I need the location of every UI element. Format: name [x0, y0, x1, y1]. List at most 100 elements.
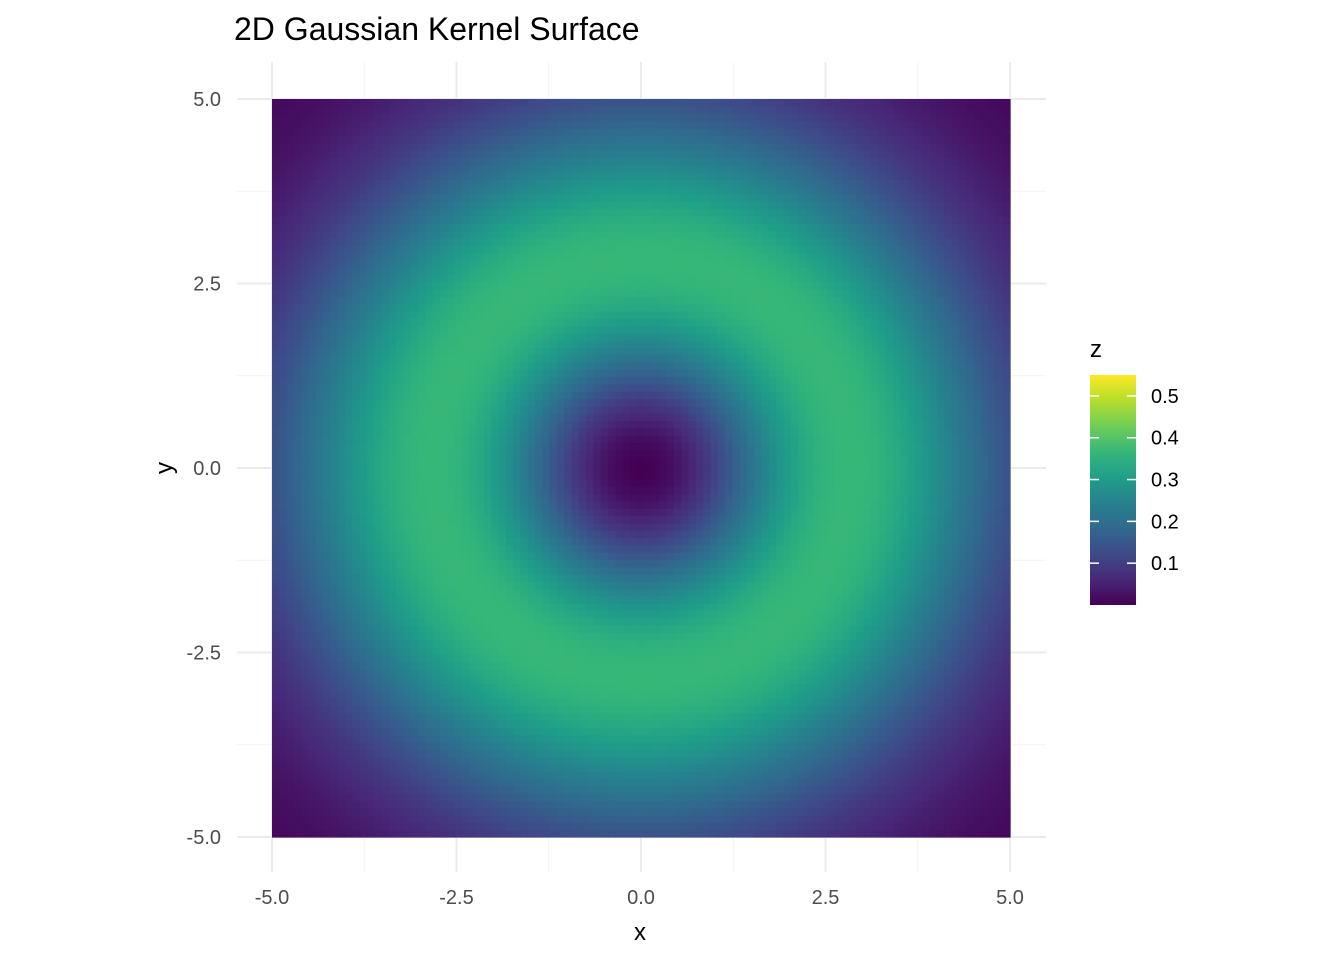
heatmap-cell: [717, 756, 726, 765]
heatmap-cell: [798, 676, 807, 685]
heatmap-cell: [812, 815, 821, 823]
heatmap-cell: [366, 522, 375, 531]
heatmap-cell: [454, 742, 463, 750]
heatmap-cell: [425, 537, 434, 546]
heatmap-cell: [725, 508, 733, 517]
heatmap-cell: [330, 559, 339, 568]
heatmap-cell: [703, 537, 712, 546]
heatmap-cell: [549, 544, 558, 553]
heatmap-cell: [717, 800, 726, 809]
heatmap-cell: [820, 537, 828, 546]
heatmap-cell: [688, 603, 697, 612]
heatmap-cell: [469, 771, 478, 780]
heatmap-cell: [586, 800, 595, 809]
heatmap-cell: [330, 749, 339, 758]
heatmap-cell: [366, 829, 375, 838]
heatmap-cell: [279, 654, 288, 663]
heatmap-cell: [681, 647, 690, 655]
heatmap-cell: [615, 822, 624, 831]
heatmap-cell: [498, 698, 507, 707]
heatmap-cell: [564, 785, 573, 794]
heatmap-cell: [593, 727, 602, 736]
heatmap-cell: [929, 493, 938, 502]
heatmap-cell: [688, 595, 697, 604]
heatmap-cell: [768, 756, 777, 765]
heatmap-cell: [447, 815, 456, 823]
heatmap-cell: [454, 756, 463, 765]
heatmap-cell: [834, 807, 843, 816]
heatmap-cell: [608, 668, 617, 677]
heatmap-cell: [936, 537, 945, 546]
heatmap-cell: [359, 617, 368, 626]
heatmap-cell: [893, 522, 901, 531]
heatmap-cell: [944, 668, 953, 677]
heatmap-cell: [418, 712, 427, 721]
heatmap-cell: [973, 625, 982, 634]
heatmap-cell: [798, 720, 807, 728]
heatmap-cell: [293, 603, 302, 612]
heatmap-cell: [754, 639, 763, 648]
heatmap-cell: [980, 712, 989, 721]
heatmap-cell: [659, 793, 668, 802]
heatmap-cell: [330, 720, 339, 728]
heatmap-cell: [330, 661, 339, 670]
heatmap-cell: [374, 763, 383, 772]
heatmap-cell: [630, 778, 638, 787]
heatmap-cell: [812, 727, 821, 736]
heatmap-cell: [461, 581, 470, 590]
heatmap-cell: [958, 595, 967, 604]
heatmap-cell: [593, 734, 602, 743]
heatmap-cell: [388, 559, 397, 568]
heatmap-cell: [272, 573, 280, 582]
heatmap-cell: [418, 720, 427, 728]
heatmap-cell: [622, 676, 631, 685]
heatmap-cell: [293, 522, 302, 531]
heatmap-cell: [418, 690, 427, 699]
heatmap-cell: [513, 756, 522, 765]
heatmap-cell: [272, 515, 280, 524]
heatmap-cell: [651, 617, 660, 626]
heatmap-cell: [608, 515, 617, 524]
heatmap-cell: [936, 807, 945, 816]
heatmap-cell: [900, 617, 909, 626]
heatmap-cell: [301, 478, 310, 487]
heatmap-cell: [345, 705, 353, 714]
heatmap-cell: [666, 588, 675, 597]
heatmap-cell: [527, 617, 536, 626]
heatmap-cell: [659, 559, 668, 568]
heatmap-cell: [951, 829, 960, 838]
heatmap-cell: [615, 581, 624, 590]
heatmap-cell: [863, 500, 872, 509]
heatmap-cell: [366, 785, 375, 794]
heatmap-cell: [856, 603, 865, 612]
heatmap-cell: [549, 588, 558, 597]
heatmap-cell: [980, 639, 989, 648]
heatmap-cell: [659, 690, 668, 699]
heatmap-cell: [856, 552, 865, 560]
heatmap-cell: [1002, 661, 1011, 670]
heatmap-cell: [841, 807, 850, 816]
heatmap-cell: [688, 705, 697, 714]
heatmap-cell: [513, 712, 522, 721]
heatmap-cell: [564, 668, 573, 677]
heatmap-cell: [520, 486, 529, 495]
heatmap-cell: [907, 595, 916, 604]
heatmap-cell: [761, 785, 770, 794]
heatmap-cell: [542, 617, 551, 626]
heatmap-cell: [703, 661, 712, 670]
heatmap-cell: [637, 720, 646, 728]
heatmap-cell: [403, 654, 412, 663]
heatmap-cell: [571, 815, 580, 823]
heatmap-cell: [440, 720, 448, 728]
heatmap-cell: [388, 500, 397, 509]
heatmap-cell: [396, 749, 405, 758]
heatmap-cell: [936, 778, 945, 787]
heatmap-cell: [498, 617, 507, 626]
heatmap-cell: [746, 559, 755, 568]
heatmap-cell: [527, 734, 536, 743]
heatmap-cell: [410, 581, 419, 590]
heatmap-cell: [308, 500, 317, 509]
heatmap-cell: [366, 822, 375, 831]
heatmap-cell: [710, 508, 719, 517]
heatmap-cell: [820, 829, 828, 838]
